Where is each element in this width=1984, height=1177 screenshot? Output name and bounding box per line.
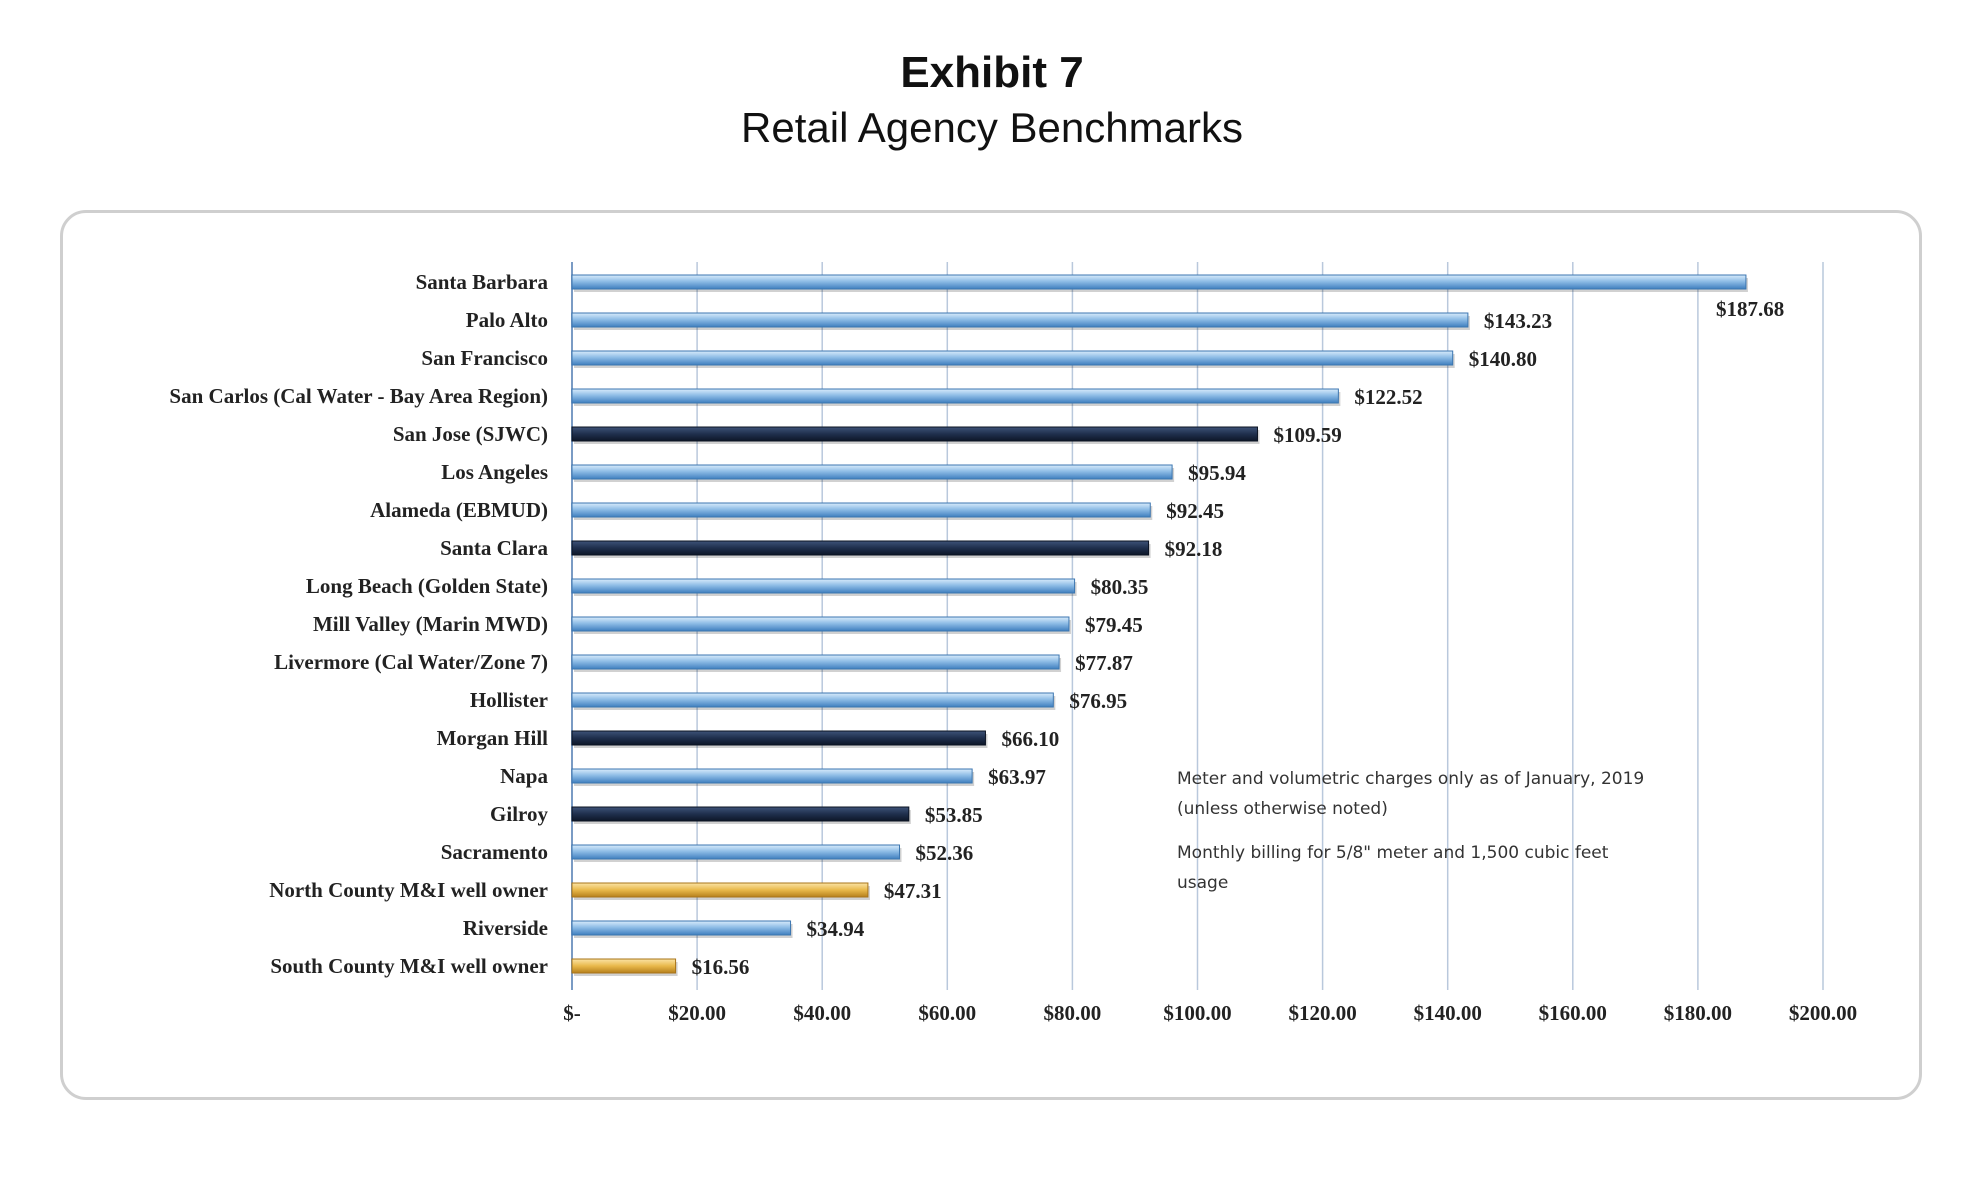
category-label: Hollister bbox=[470, 688, 548, 712]
category-label: San Carlos (Cal Water - Bay Area Region) bbox=[169, 384, 548, 408]
category-label: Morgan Hill bbox=[437, 726, 549, 750]
category-label: San Jose (SJWC) bbox=[393, 422, 548, 446]
value-label: $187.68 bbox=[1716, 297, 1784, 321]
bar bbox=[571, 274, 1747, 290]
value-label: $66.10 bbox=[1001, 727, 1059, 751]
category-label: San Francisco bbox=[421, 346, 548, 370]
bar bbox=[571, 920, 792, 936]
x-tick-label: $- bbox=[563, 1001, 581, 1025]
category-label: Long Beach (Golden State) bbox=[306, 574, 548, 598]
x-tick-label: $140.00 bbox=[1414, 1001, 1482, 1025]
x-tick-label: $200.00 bbox=[1789, 1001, 1857, 1025]
category-label: Los Angeles bbox=[441, 460, 548, 484]
category-label: Sacramento bbox=[441, 840, 548, 864]
labels: $- $20.00 $40.00 $60.00 $80.00 $100.00 $120.00… bbox=[169, 270, 1857, 1025]
value-label: $95.94 bbox=[1188, 461, 1246, 485]
chart-note: Meter and volumetric charges only as of … bbox=[1177, 769, 1644, 789]
chart-note: usage bbox=[1177, 873, 1228, 893]
value-label: $16.56 bbox=[692, 955, 750, 979]
x-tick-label: $40.00 bbox=[793, 1001, 851, 1025]
chart-notes: Meter and volumetric charges only as of … bbox=[1177, 769, 1644, 893]
value-label: $140.80 bbox=[1469, 347, 1537, 371]
bars bbox=[571, 274, 1748, 976]
bar bbox=[571, 388, 1339, 404]
value-label: $34.94 bbox=[807, 917, 865, 941]
bar bbox=[571, 882, 869, 898]
value-label: $122.52 bbox=[1354, 385, 1422, 409]
category-label: South County M&I well owner bbox=[270, 954, 548, 978]
bar bbox=[571, 502, 1151, 518]
value-label: $76.95 bbox=[1069, 689, 1127, 713]
x-tick-label: $160.00 bbox=[1539, 1001, 1607, 1025]
value-label: $80.35 bbox=[1091, 575, 1149, 599]
bar bbox=[571, 730, 986, 746]
value-label: $143.23 bbox=[1484, 309, 1552, 333]
x-tick-label: $120.00 bbox=[1288, 1001, 1356, 1025]
bar bbox=[571, 464, 1173, 480]
category-label: Santa Clara bbox=[440, 536, 548, 560]
value-label: $92.45 bbox=[1166, 499, 1224, 523]
x-tick-label: $180.00 bbox=[1664, 1001, 1732, 1025]
category-label: Riverside bbox=[463, 916, 548, 940]
bar bbox=[571, 616, 1070, 632]
category-label: Gilroy bbox=[490, 802, 548, 826]
category-label: Alameda (EBMUD) bbox=[370, 498, 548, 522]
bar bbox=[571, 958, 677, 974]
bar bbox=[571, 768, 973, 784]
chart-subtitle: Retail Agency Benchmarks bbox=[741, 104, 1243, 151]
bar bbox=[571, 578, 1076, 594]
value-label: $79.45 bbox=[1085, 613, 1143, 637]
x-tick-label: $100.00 bbox=[1163, 1001, 1231, 1025]
bar bbox=[571, 312, 1469, 328]
category-label: Mill Valley (Marin MWD) bbox=[313, 612, 548, 636]
bar bbox=[571, 350, 1454, 366]
x-tick-label: $80.00 bbox=[1044, 1001, 1102, 1025]
x-tick-label: $20.00 bbox=[668, 1001, 726, 1025]
category-label: Napa bbox=[500, 764, 548, 788]
chart-title: Exhibit 7 bbox=[900, 48, 1084, 97]
bar bbox=[571, 654, 1060, 670]
value-label: $53.85 bbox=[925, 803, 983, 827]
value-label: $92.18 bbox=[1165, 537, 1223, 561]
category-label: Livermore (Cal Water/Zone 7) bbox=[274, 650, 548, 674]
bar bbox=[571, 426, 1258, 442]
x-tick-label: $60.00 bbox=[918, 1001, 976, 1025]
bar bbox=[571, 540, 1150, 556]
bar bbox=[571, 844, 901, 860]
chart-note: Monthly billing for 5/8" meter and 1,500… bbox=[1177, 843, 1609, 863]
value-label: $77.87 bbox=[1075, 651, 1133, 675]
value-label: $47.31 bbox=[884, 879, 942, 903]
value-label: $52.36 bbox=[916, 841, 974, 865]
bar bbox=[571, 806, 910, 822]
category-label: Palo Alto bbox=[466, 308, 548, 332]
value-label: $63.97 bbox=[988, 765, 1046, 789]
category-label: North County M&I well owner bbox=[269, 878, 548, 902]
value-label: $109.59 bbox=[1273, 423, 1341, 447]
bar bbox=[571, 692, 1054, 708]
category-label: Santa Barbara bbox=[416, 270, 549, 294]
chart-note: (unless otherwise noted) bbox=[1177, 799, 1388, 819]
